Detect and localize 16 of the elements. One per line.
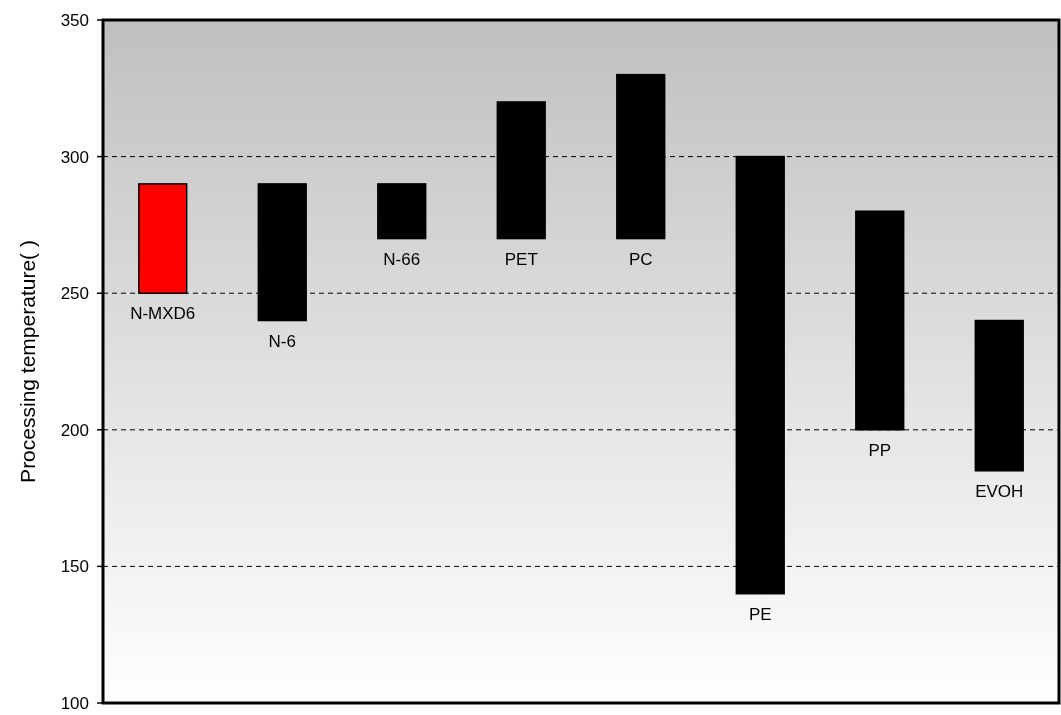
- x-tick-label: PC: [628, 249, 653, 269]
- x-tick-label: N-6: [268, 331, 296, 351]
- y-tick-label: 350: [60, 10, 89, 30]
- y-tick-label: 300: [60, 147, 89, 167]
- y-tick-label: 150: [60, 557, 89, 577]
- bar: [377, 183, 427, 240]
- x-tick-label: N-66: [383, 249, 421, 269]
- x-tick-label: PE: [748, 604, 772, 624]
- x-tick-label: PET: [504, 249, 538, 269]
- y-tick-label: 100: [60, 693, 89, 713]
- y-axis-title: Processing temperature( ): [16, 240, 39, 483]
- y-tick-label: 250: [60, 284, 89, 304]
- y-tick-label: 200: [60, 420, 89, 440]
- x-tick-label: PP: [868, 440, 892, 460]
- x-tick-label: EVOH: [975, 481, 1024, 501]
- x-tick-label: N-MXD6: [130, 304, 196, 324]
